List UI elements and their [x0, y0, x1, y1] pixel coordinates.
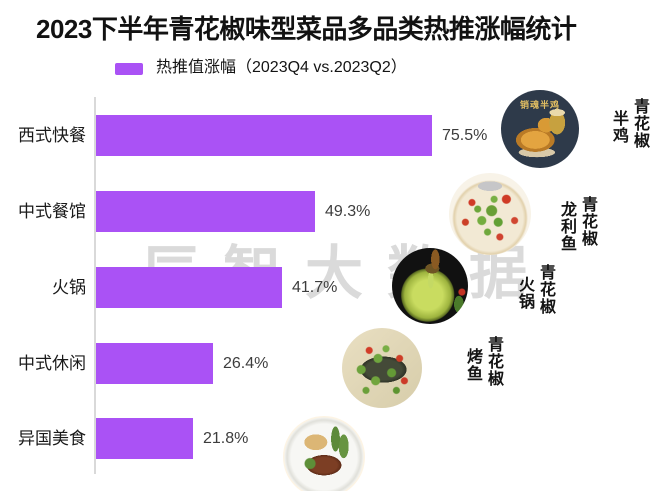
photo-sole-fish-dish [449, 173, 531, 255]
photo-overlay-text: 销魂半鸡 [519, 100, 560, 110]
bar-1 [96, 191, 315, 232]
value-label: 26.4% [223, 355, 269, 372]
legend-label: 热推值涨幅（2023Q4 vs.2023Q2） [156, 59, 407, 76]
category-label: 异国美食 [18, 429, 86, 448]
dish-label-half-chicken: 青花椒 半鸡 [610, 98, 648, 149]
category-label: 中式休闲 [18, 354, 86, 373]
bar-4 [96, 418, 193, 459]
photo-grilled-fish [342, 328, 422, 408]
photo-steak-dish [283, 416, 365, 491]
dish-label-hotpot: 青花椒 火锅 [516, 264, 554, 315]
bar-0 [96, 115, 432, 156]
legend-swatch-icon [115, 63, 143, 75]
category-label: 火锅 [52, 278, 86, 297]
value-label: 21.8% [203, 430, 249, 447]
category-label: 西式快餐 [18, 126, 86, 145]
value-label: 41.7% [292, 279, 338, 296]
dish-label-grilled-fish: 青花椒 烤鱼 [464, 336, 502, 387]
bar-2 [96, 267, 282, 308]
value-label: 49.3% [325, 203, 371, 220]
category-label: 中式餐馆 [18, 202, 86, 221]
dish-label-sole-fish: 青花椒 龙利鱼 [558, 196, 596, 252]
y-axis-line [94, 97, 96, 474]
bar-3 [96, 343, 213, 384]
value-label: 75.5% [442, 127, 488, 144]
photo-green-pepper-hotpot [392, 248, 468, 324]
photo-half-chicken: 销魂半鸡 [501, 90, 579, 168]
chart-title: 2023下半年青花椒味型菜品多品类热推涨幅统计 [36, 14, 577, 44]
